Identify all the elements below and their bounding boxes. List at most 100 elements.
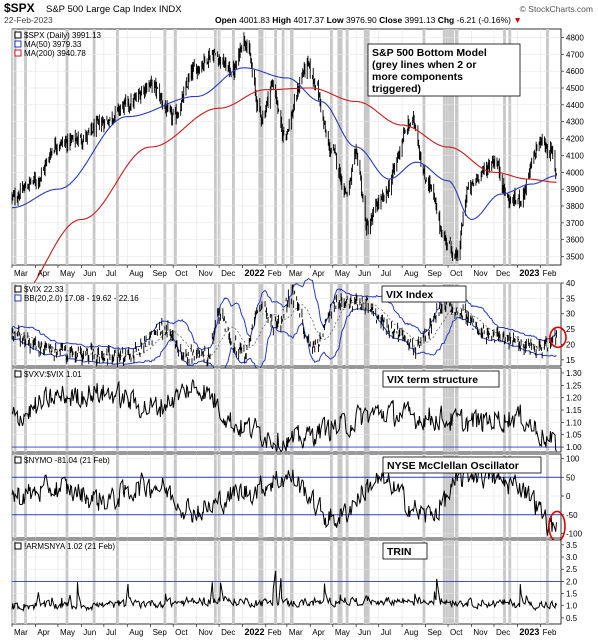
annotation-text: VIX Index	[386, 289, 433, 301]
bottom-model-band	[260, 283, 264, 366]
bottom-model-band	[448, 283, 451, 366]
legend-swatch	[14, 370, 22, 378]
x-tick-label: Jul	[106, 628, 116, 637]
panels: 3500 3600 3700 3800 3900 4000 4100 4200 4300 4400…	[11, 28, 584, 625]
watermark: © StockCharts.com	[520, 4, 593, 14]
open-value: 4001.83	[239, 15, 270, 25]
x-tick-label: Jul	[106, 269, 116, 278]
y-tick-label: 30	[566, 310, 575, 319]
bottom-model-band	[329, 540, 333, 624]
x-tick-label: Jun	[83, 269, 96, 278]
ohlc-line: Open 4001.83 High 4017.37 Low 3976.90 Cl…	[215, 15, 522, 25]
x-tick-label: Jun	[358, 269, 371, 278]
bottom-model-band	[345, 29, 349, 265]
bottom-model-band	[445, 540, 449, 624]
y-tick-label: 1.10	[566, 418, 582, 427]
legend-swatch	[14, 40, 22, 48]
down-arrow-icon: ▼	[513, 15, 521, 25]
y-tick-label: 4700	[566, 50, 584, 59]
bottom-model-band	[451, 283, 454, 366]
close-value: 3991.13	[405, 15, 436, 25]
bottom-model-band	[503, 29, 506, 265]
x-tick-label: May	[335, 269, 350, 278]
chg-value: -6.21 (-0.16%)	[457, 15, 511, 25]
bottom-model-band	[508, 29, 512, 265]
bottom-model-band	[65, 283, 69, 366]
bottom-model-band	[366, 540, 370, 624]
y-tick-label: 1.15	[566, 406, 582, 415]
bottom-model-band	[329, 29, 333, 265]
bottom-model-band	[260, 29, 264, 265]
x-tick-label: 2022	[244, 268, 264, 278]
bottom-model-band	[274, 29, 277, 265]
bottom-model-band	[508, 283, 512, 366]
x-tick-label: Oct	[450, 269, 463, 278]
x-tick-label: Dec	[496, 628, 510, 637]
bottom-model-band	[363, 283, 367, 366]
annotation-text: more components	[372, 71, 463, 83]
x-tick-label: 2022	[244, 627, 264, 637]
y-tick-label: 4300	[566, 118, 584, 127]
open-label: Open	[215, 15, 237, 25]
close-label: Close	[379, 15, 402, 25]
bottom-model-band	[232, 540, 235, 624]
bottom-model-band	[451, 29, 454, 265]
bottom-model-band	[339, 283, 343, 366]
y-tick-label: 2.0	[566, 577, 578, 586]
bottom-model-band	[546, 540, 549, 624]
panel-frame	[11, 282, 562, 367]
bottom-model-band	[546, 283, 549, 366]
y-tick-label: -100	[566, 530, 583, 539]
x-tick-label: Nov	[473, 269, 487, 278]
x-tick-label: Jun	[83, 628, 96, 637]
y-tick-label: 25	[566, 325, 575, 334]
x-tick-label: Feb	[543, 269, 557, 278]
y-tick-label: 1.0	[566, 602, 578, 611]
panel-frame	[11, 539, 562, 625]
bottom-model-band	[13, 540, 17, 624]
bottom-model-band	[116, 283, 119, 366]
annotation-text: triggered)	[372, 83, 421, 95]
x-tick-label: Apr	[312, 269, 325, 278]
annotation-text: TRIN	[387, 546, 412, 558]
bottom-model-band	[337, 29, 341, 265]
bottom-model-band	[503, 540, 506, 624]
bottom-model-band	[163, 540, 167, 624]
bottom-model-band	[422, 540, 426, 624]
legend-swatch	[14, 294, 22, 302]
y-tick-label: 4000	[566, 168, 584, 177]
y-tick-label: 1.00	[566, 443, 582, 452]
low-value: 3976.90	[346, 15, 377, 25]
bottom-model-band	[260, 540, 264, 624]
x-tick-label: Oct	[175, 269, 188, 278]
x-tick-label: Sep	[153, 269, 168, 278]
legend-entry: MA(200) 3940.78	[24, 49, 86, 58]
trin-line	[11, 570, 557, 612]
bottom-model-band	[455, 540, 459, 624]
bottom-model-band	[281, 540, 285, 624]
y-tick-label: 4800	[566, 33, 584, 42]
bottom-model-band	[503, 283, 506, 366]
bottom-model-band	[116, 540, 119, 624]
bottom-model-band	[24, 283, 27, 366]
x-tick-label: Dec	[221, 628, 235, 637]
x-tick-label: Nov	[199, 269, 213, 278]
x-tick-label: Aug	[129, 628, 143, 637]
bottom-model-band	[213, 29, 217, 265]
ma200-line	[12, 87, 557, 303]
legend-swatch	[14, 285, 22, 293]
bottom-model-band	[448, 540, 451, 624]
annotation-text: (grey lines when 2 or	[372, 59, 476, 71]
bottom-model-band	[345, 540, 349, 624]
bottom-model-band	[92, 283, 96, 366]
bottom-model-band	[13, 29, 17, 265]
x-tick-label: Nov	[199, 628, 213, 637]
bottom-model-band	[366, 283, 370, 366]
bottom-model-band	[174, 283, 177, 366]
x-tick-label: Mar	[14, 628, 28, 637]
annotation-box	[382, 370, 500, 388]
x-tick-label: Dec	[221, 269, 235, 278]
x-tick-label: Sep	[427, 269, 442, 278]
legend-entry: $VXV:$VIX 1.01	[24, 370, 82, 379]
